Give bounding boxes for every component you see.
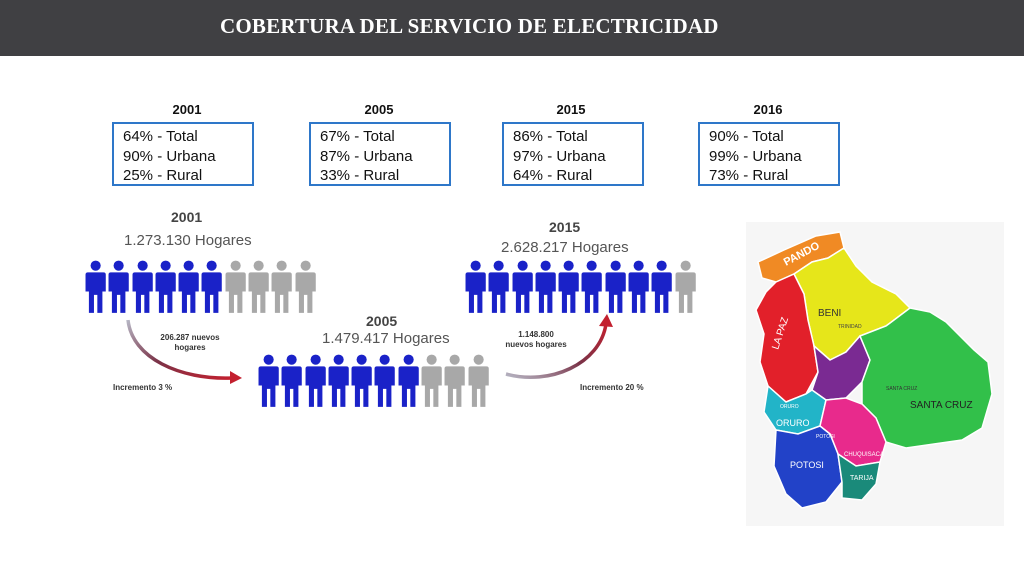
person-icon-empty [468,354,489,407]
person-icon-filled [465,260,486,313]
stat-urbana: 97% - Urbana [513,147,606,165]
person-icon-filled [651,260,673,313]
person-icon-filled [108,260,130,313]
label-oruro: ORURO [776,418,810,428]
label-santacruz-city: SANTA CRUZ [886,386,917,392]
label-chuquisaca: CHUQUISACA [844,452,884,458]
year-heading-2015: 2015 [556,102,586,117]
person-icon-filled [605,260,626,313]
person-icon-empty [271,260,293,313]
label-tarija: TARIJA [850,475,874,482]
stat-urbana: 87% - Urbana [320,147,413,165]
person-icon-empty [295,260,316,313]
person-icon-empty [675,260,696,313]
person-icon-filled [512,260,533,313]
person-icon-filled [85,260,106,313]
arrow-note-1: 206.287 nuevos hogares [150,333,230,353]
person-icon-empty [444,354,466,407]
person-icon-empty [225,260,246,313]
stat-urbana: 99% - Urbana [709,147,802,165]
person-icon-filled [132,260,153,313]
person-icon-filled [398,354,419,407]
year-heading-2005: 2005 [364,102,394,117]
arrow-note-2-line1: 1.148.800 [518,330,554,339]
arrow-note-1-line2: hogares [174,343,206,352]
person-icon-empty [421,354,442,407]
stat-rural: 64% - Rural [513,167,593,184]
stat-box-2005: 67% - Total 87% - Urbana 33% - Rural [309,122,451,186]
people-row-2005 [257,354,490,408]
person-icon-filled [375,354,396,407]
label-trinidad: TRINIDAD [838,324,862,330]
label-potosi-city: POTOSI [816,434,835,440]
person-icon-filled [535,260,556,313]
person-icon-filled [328,354,349,407]
year-heading-2016: 2016 [753,102,783,117]
arrow-note-1-line1: 206.287 nuevos [160,333,220,342]
label-potosi: POTOSI [790,460,824,470]
label-beni: BENI [818,308,841,319]
curved-arrow-icon [505,314,613,379]
label-oruro-city: ORURO [780,404,799,410]
stat-total: 86% - Total [513,128,588,145]
person-icon-filled [305,354,326,407]
bolivia-map: PANDO BENI TRINIDAD LA PAZ SANTA CRUZ SA… [746,222,1004,526]
group-2005-year: 2005 [366,313,398,329]
person-icon-filled [281,354,303,407]
stat-rural: 73% - Rural [709,167,789,184]
stat-box-2001: 64% - Total 90% - Urbana 25% - Rural [112,122,254,186]
page-title: COBERTURA DEL SERVICIO DE ELECTRICIDAD [220,14,719,38]
curved-arrow-icon [126,319,242,384]
arrow-note-2: 1.148.800 nuevos hogares [496,330,576,350]
person-icon-filled [488,260,510,313]
person-icon-filled [202,260,223,313]
stat-box-2016: 90% - Total 99% - Urbana 73% - Rural [698,122,840,186]
increment-label-2: Incremento 20 % [580,383,644,392]
person-icon-filled [628,260,649,313]
stat-urbana: 90% - Urbana [123,147,216,165]
person-icon-filled [178,260,199,313]
label-santacruz: SANTA CRUZ [910,400,973,411]
stat-rural: 25% - Rural [123,167,203,184]
person-icon-filled [351,354,372,407]
group-2015-hogares: 2.628.217 Hogares [501,239,629,256]
stat-total: 67% - Total [320,128,395,145]
stat-rural: 33% - Rural [320,167,400,184]
stat-total: 64% - Total [123,128,198,145]
group-2001-year: 2001 [171,209,203,225]
person-icon-filled [155,260,176,313]
header-bar: COBERTURA DEL SERVICIO DE ELECTRICIDAD [0,0,1024,56]
person-icon-filled [582,260,603,313]
people-row-2001 [84,260,317,314]
person-icon-empty [248,260,269,313]
arrow-note-2-line2: nuevos hogares [505,340,567,349]
dept-tarija [837,452,881,501]
person-icon-filled [558,260,579,313]
group-2001-hogares: 1.273.130 Hogares [124,232,252,249]
person-icon-filled [258,354,279,407]
people-row-2015 [464,260,697,314]
stat-total: 90% - Total [709,128,784,145]
increment-label-1: Incremento 3 % [113,383,173,392]
group-2015-year: 2015 [549,219,581,235]
group-2005-hogares: 1.479.417 Hogares [322,330,450,347]
year-heading-2001: 2001 [172,102,202,117]
stat-box-2015: 86% - Total 97% - Urbana 64% - Rural [502,122,644,186]
